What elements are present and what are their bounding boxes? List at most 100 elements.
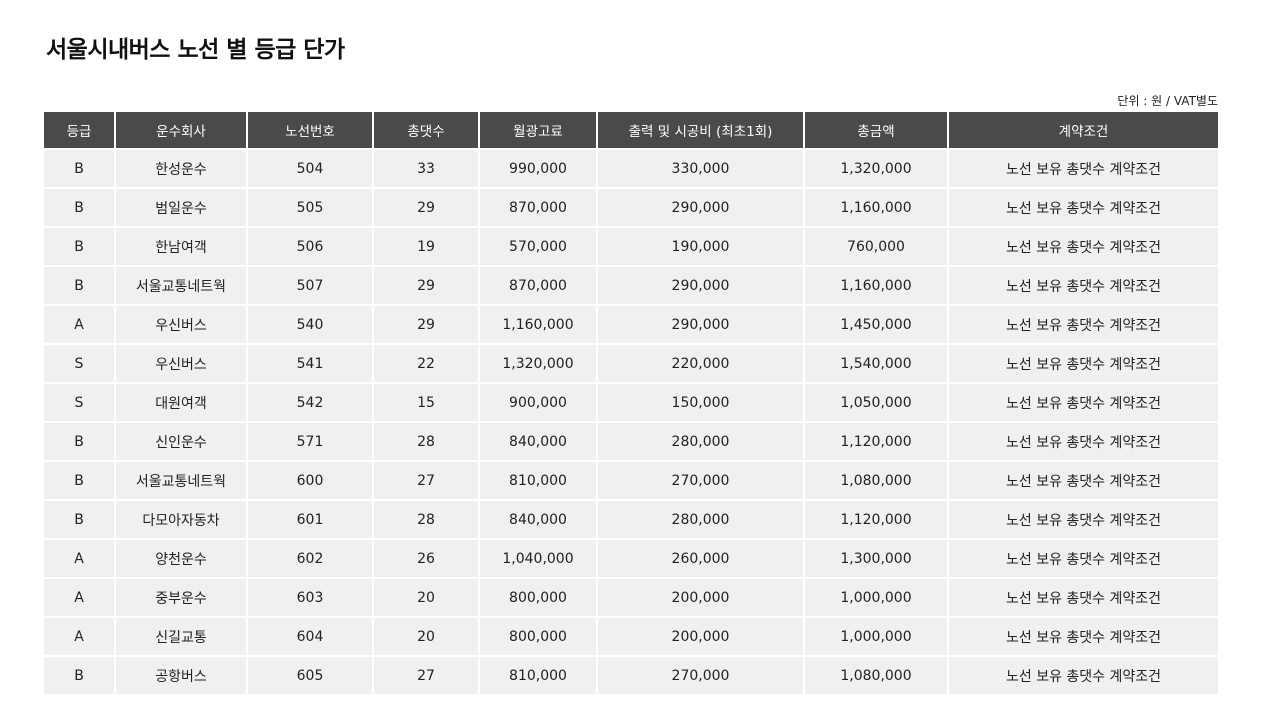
cell-route-number: 600 <box>247 460 374 500</box>
cell-print-install-fee: 330,000 <box>597 148 805 188</box>
cell-company: 대원여객 <box>115 382 248 422</box>
cell-company: 서울교통네트웍 <box>115 460 248 500</box>
cell-bus-count: 22 <box>373 343 480 383</box>
cell-bus-count: 15 <box>373 382 480 422</box>
cell-contract-terms: 노선 보유 총댓수 계약조건 <box>948 343 1218 383</box>
cell-print-install-fee: 270,000 <box>597 460 805 500</box>
table-row: B 다모아자동차 601 28 840,000 280,000 1,120,000 노선 보유… <box>44 499 1218 539</box>
cell-contract-terms: 노선 보유 총댓수 계약조건 <box>948 304 1218 344</box>
cell-print-install-fee: 290,000 <box>597 187 805 227</box>
cell-contract-terms: 노선 보유 총댓수 계약조건 <box>948 538 1218 578</box>
cell-grade: B <box>44 187 116 227</box>
cell-route-number: 505 <box>247 187 374 227</box>
cell-monthly-fee: 870,000 <box>479 265 598 305</box>
cell-total-amount: 1,120,000 <box>804 499 949 539</box>
header-grade: 등급 <box>44 112 116 149</box>
cell-total-amount: 1,320,000 <box>804 148 949 188</box>
cell-route-number: 602 <box>247 538 374 578</box>
cell-grade: A <box>44 538 116 578</box>
header-route-number: 노선번호 <box>247 112 374 149</box>
cell-bus-count: 29 <box>373 187 480 227</box>
table-header-row: 등급 운수회사 노선번호 총댓수 월광고료 출력 및 시공비 (최초1회) 총금액 계약조건 <box>44 112 1218 149</box>
cell-print-install-fee: 290,000 <box>597 265 805 305</box>
cell-grade: B <box>44 499 116 539</box>
cell-grade: A <box>44 304 116 344</box>
cell-bus-count: 29 <box>373 304 480 344</box>
cell-contract-terms: 노선 보유 총댓수 계약조건 <box>948 148 1218 188</box>
cell-grade: A <box>44 616 116 656</box>
cell-company: 신인운수 <box>115 421 248 461</box>
cell-bus-count: 27 <box>373 655 480 694</box>
cell-grade: B <box>44 421 116 461</box>
cell-company: 우신버스 <box>115 343 248 383</box>
cell-route-number: 603 <box>247 577 374 617</box>
cell-monthly-fee: 840,000 <box>479 421 598 461</box>
header-print-install-fee: 출력 및 시공비 (최초1회) <box>597 112 805 149</box>
cell-print-install-fee: 200,000 <box>597 616 805 656</box>
cell-company: 다모아자동차 <box>115 499 248 539</box>
cell-company: 양천운수 <box>115 538 248 578</box>
cell-print-install-fee: 220,000 <box>597 343 805 383</box>
header-company: 운수회사 <box>115 112 248 149</box>
cell-total-amount: 1,300,000 <box>804 538 949 578</box>
header-bus-count: 총댓수 <box>373 112 480 149</box>
cell-total-amount: 1,160,000 <box>804 187 949 227</box>
cell-contract-terms: 노선 보유 총댓수 계약조건 <box>948 616 1218 656</box>
cell-total-amount: 1,450,000 <box>804 304 949 344</box>
cell-bus-count: 33 <box>373 148 480 188</box>
table-row: B 범일운수 505 29 870,000 290,000 1,160,000 노선 보유 총… <box>44 187 1218 227</box>
table-row: B 서울교통네트웍 507 29 870,000 290,000 1,160,000 노선 보… <box>44 265 1218 305</box>
cell-total-amount: 1,000,000 <box>804 577 949 617</box>
cell-route-number: 601 <box>247 499 374 539</box>
cell-contract-terms: 노선 보유 총댓수 계약조건 <box>948 499 1218 539</box>
table-body: B 한성운수 504 33 990,000 330,000 1,320,000 노선 보유 총… <box>44 148 1218 694</box>
cell-route-number: 541 <box>247 343 374 383</box>
table-row: B 한남여객 506 19 570,000 190,000 760,000 노선 보유 총댓수… <box>44 226 1218 266</box>
cell-monthly-fee: 1,160,000 <box>479 304 598 344</box>
cell-company: 중부운수 <box>115 577 248 617</box>
cell-monthly-fee: 810,000 <box>479 460 598 500</box>
cell-total-amount: 1,080,000 <box>804 655 949 694</box>
cell-bus-count: 29 <box>373 265 480 305</box>
table-row: A 신길교통 604 20 800,000 200,000 1,000,000 노선 보유 총… <box>44 616 1218 656</box>
header-contract-terms: 계약조건 <box>948 112 1218 149</box>
cell-contract-terms: 노선 보유 총댓수 계약조건 <box>948 382 1218 422</box>
table-row: A 중부운수 603 20 800,000 200,000 1,000,000 노선 보유 총… <box>44 577 1218 617</box>
cell-monthly-fee: 1,040,000 <box>479 538 598 578</box>
cell-grade: B <box>44 148 116 188</box>
cell-monthly-fee: 990,000 <box>479 148 598 188</box>
cell-company: 우신버스 <box>115 304 248 344</box>
cell-total-amount: 1,080,000 <box>804 460 949 500</box>
cell-print-install-fee: 260,000 <box>597 538 805 578</box>
price-table: 등급 운수회사 노선번호 총댓수 월광고료 출력 및 시공비 (최초1회) 총금액 계약조건 … <box>44 112 1218 694</box>
page-title: 서울시내버스 노선 별 등급 단가 <box>46 37 345 63</box>
cell-print-install-fee: 190,000 <box>597 226 805 266</box>
cell-monthly-fee: 840,000 <box>479 499 598 539</box>
cell-print-install-fee: 200,000 <box>597 577 805 617</box>
cell-print-install-fee: 270,000 <box>597 655 805 694</box>
cell-bus-count: 28 <box>373 499 480 539</box>
cell-total-amount: 1,160,000 <box>804 265 949 305</box>
cell-grade: A <box>44 577 116 617</box>
cell-contract-terms: 노선 보유 총댓수 계약조건 <box>948 655 1218 694</box>
cell-bus-count: 20 <box>373 616 480 656</box>
cell-contract-terms: 노선 보유 총댓수 계약조건 <box>948 187 1218 227</box>
table-row: A 우신버스 540 29 1,160,000 290,000 1,450,000 노선 보유… <box>44 304 1218 344</box>
cell-company: 범일운수 <box>115 187 248 227</box>
cell-monthly-fee: 870,000 <box>479 187 598 227</box>
cell-company: 서울교통네트웍 <box>115 265 248 305</box>
cell-print-install-fee: 280,000 <box>597 499 805 539</box>
cell-monthly-fee: 800,000 <box>479 577 598 617</box>
cell-total-amount: 1,540,000 <box>804 343 949 383</box>
cell-grade: S <box>44 343 116 383</box>
table-row: B 신인운수 571 28 840,000 280,000 1,120,000 노선 보유 총… <box>44 421 1218 461</box>
cell-bus-count: 20 <box>373 577 480 617</box>
cell-total-amount: 1,000,000 <box>804 616 949 656</box>
cell-grade: B <box>44 655 116 694</box>
cell-route-number: 506 <box>247 226 374 266</box>
table-row: S 대원여객 542 15 900,000 150,000 1,050,000 노선 보유 총… <box>44 382 1218 422</box>
cell-bus-count: 26 <box>373 538 480 578</box>
cell-contract-terms: 노선 보유 총댓수 계약조건 <box>948 460 1218 500</box>
cell-print-install-fee: 280,000 <box>597 421 805 461</box>
cell-monthly-fee: 1,320,000 <box>479 343 598 383</box>
